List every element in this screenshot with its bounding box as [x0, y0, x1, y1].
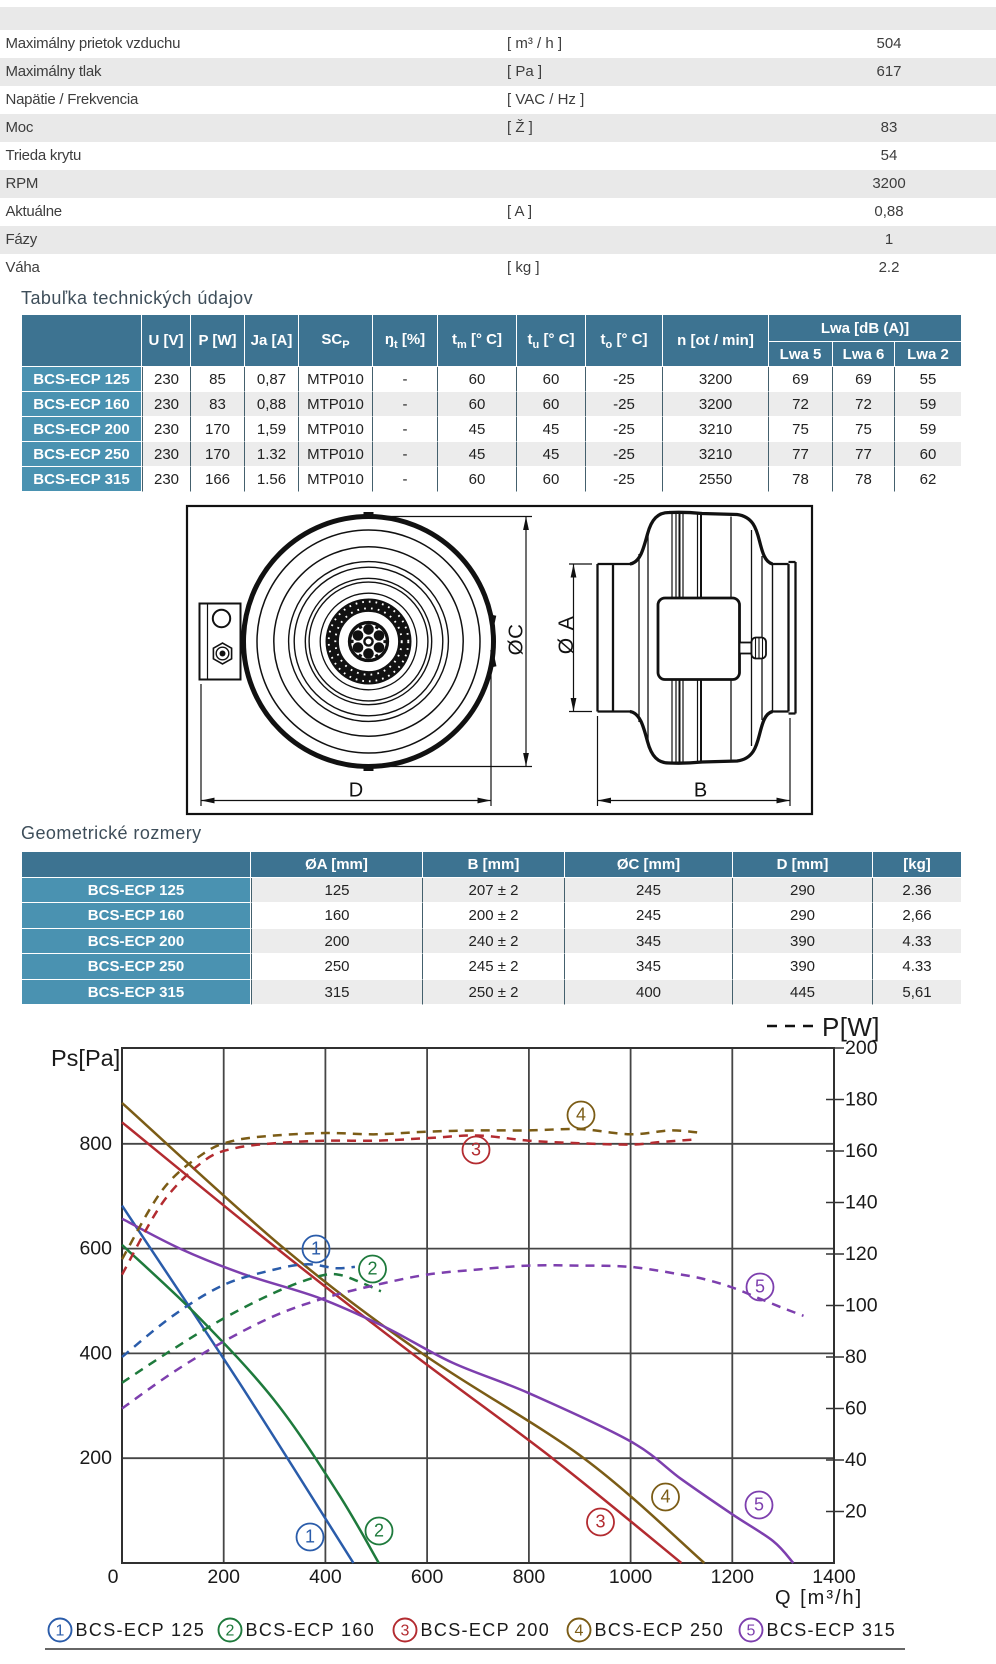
svg-text:800: 800: [79, 1133, 112, 1155]
svg-text:40: 40: [845, 1449, 867, 1471]
svg-text:20: 20: [845, 1501, 867, 1523]
svg-text:400: 400: [309, 1566, 342, 1588]
svg-text:4: 4: [576, 1105, 586, 1125]
svg-text:140: 140: [845, 1192, 878, 1214]
svg-text:4: 4: [660, 1487, 670, 1507]
svg-text:600: 600: [79, 1238, 112, 1260]
svg-text:1: 1: [56, 1623, 65, 1640]
svg-text:4: 4: [575, 1623, 584, 1640]
svg-text:400: 400: [79, 1342, 112, 1364]
svg-text:1200: 1200: [711, 1566, 755, 1588]
svg-text:BCS-ECP 250: BCS-ECP 250: [595, 1620, 725, 1640]
svg-text:1400: 1400: [812, 1566, 856, 1588]
svg-text:1000: 1000: [609, 1566, 653, 1588]
svg-text:3: 3: [401, 1623, 410, 1640]
svg-text:2: 2: [226, 1623, 235, 1640]
svg-text:200: 200: [79, 1447, 112, 1469]
svg-text:2: 2: [367, 1259, 377, 1279]
svg-text:800: 800: [513, 1566, 546, 1588]
svg-text:BCS-ECP 125: BCS-ECP 125: [76, 1620, 206, 1640]
svg-text:Ø A: Ø A: [555, 615, 578, 655]
svg-text:P[W]: P[W]: [822, 1012, 880, 1042]
svg-text:120: 120: [845, 1243, 878, 1265]
svg-text:80: 80: [845, 1346, 867, 1368]
svg-text:180: 180: [845, 1089, 878, 1111]
svg-text:Q [m³/h]: Q [m³/h]: [775, 1587, 863, 1609]
svg-text:5: 5: [754, 1495, 764, 1515]
svg-text:BCS-ECP 315: BCS-ECP 315: [767, 1620, 897, 1640]
svg-text:Ps[Pa]: Ps[Pa]: [51, 1045, 120, 1071]
svg-text:60: 60: [845, 1398, 867, 1420]
svg-text:0: 0: [108, 1566, 119, 1588]
svg-text:BCS-ECP 200: BCS-ECP 200: [421, 1620, 551, 1640]
svg-text:2: 2: [374, 1521, 384, 1541]
svg-text:200: 200: [207, 1566, 240, 1588]
svg-text:ØC: ØC: [505, 624, 528, 656]
svg-text:5: 5: [755, 1277, 765, 1297]
svg-text:1: 1: [311, 1239, 321, 1259]
svg-text:160: 160: [845, 1140, 878, 1162]
svg-text:1: 1: [305, 1527, 315, 1547]
svg-text:100: 100: [845, 1295, 878, 1317]
svg-text:3: 3: [471, 1140, 481, 1160]
svg-text:3: 3: [595, 1512, 605, 1532]
svg-text:B: B: [694, 780, 707, 802]
svg-text:BCS-ECP 160: BCS-ECP 160: [246, 1620, 376, 1640]
svg-text:D: D: [349, 780, 363, 802]
svg-text:200: 200: [845, 1037, 878, 1059]
svg-text:5: 5: [747, 1623, 756, 1640]
svg-text:600: 600: [411, 1566, 444, 1588]
